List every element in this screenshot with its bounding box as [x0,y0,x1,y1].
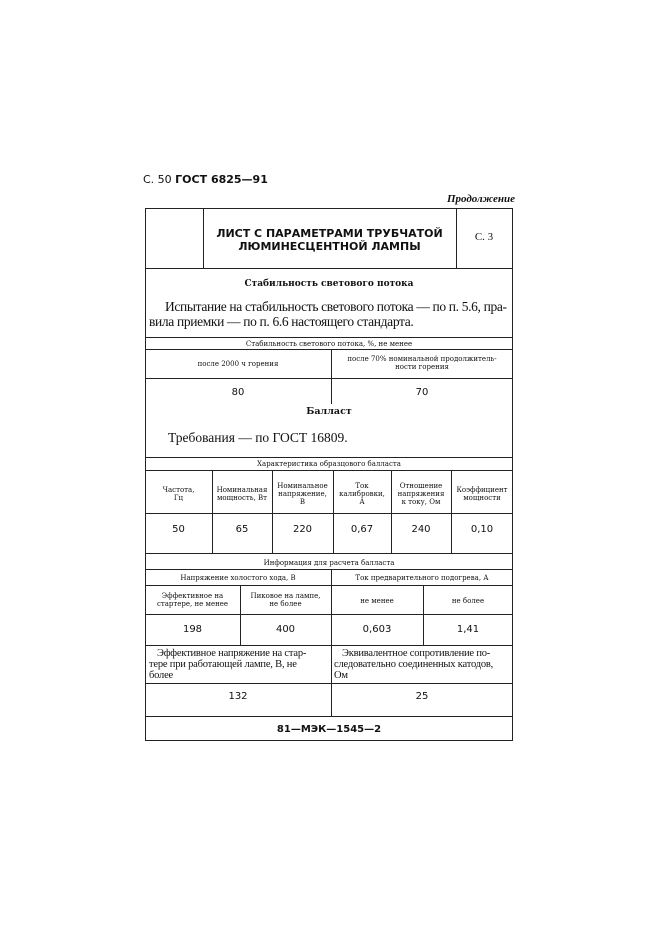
paragraph-line: Испытание на стабильность светового пото… [165,299,507,314]
table-cell: 65 [235,524,249,535]
title-line: ЛИСТ С ПАРАМЕТРАМИ ТРУБЧАТОЙ [216,227,443,240]
stability-paragraph: Испытание на стабильность светового пото… [149,299,511,329]
table-cell: 1,41 [456,624,480,635]
group-header: Напряжение холостого хода, В [180,574,296,582]
table-cell: 132 [228,691,248,702]
table-cell: 80 [231,387,245,398]
table-cell: 220 [292,524,313,535]
table-cell: 70 [415,387,429,398]
column-header: Пиковое на лампе, не более [250,592,321,608]
group-header: Ток предварительного подогрева, А [355,574,489,582]
column-header: Номинальная мощность, Вт [216,486,268,502]
column-divider [451,470,452,553]
column-divider [272,470,273,553]
cathode-resistance-label: Эквивалентное сопротивление по-следовате… [334,648,494,681]
table-cell: 25 [415,691,429,702]
table-cell: 198 [182,624,203,635]
column-header: Ток калибровки, А [339,482,385,506]
column-header: после 70% номинальной продолжитель-ности… [347,355,497,371]
sheet-title: ЛИСТ С ПАРАМЕТРАМИ ТРУБЧАТОЙ ЛЮМИНЕСЦЕНТН… [203,227,456,253]
table-title: Информация для расчета балласта [263,559,395,567]
title-line: ЛЮМИНЕСЦЕНТНОЙ ЛАМПЫ [238,240,421,253]
section-heading: Стабильность светового потока [244,279,414,289]
table-title: Характеристика образцового балласта [257,460,401,468]
section-heading: Балласт [306,406,352,417]
column-header: Отношение напряжения к току, Ом [397,482,445,506]
sheet-number: С. 3 [474,231,494,243]
table-cell: 0,67 [350,524,374,535]
continuation-label: Продолжение [446,193,515,205]
table-cell: 400 [275,624,296,635]
document-code: 81—МЭК—1545—2 [276,724,382,735]
table-cell: 0,603 [362,624,392,635]
column-divider [333,470,334,553]
paragraph-line: вила приемки — по п. 6.6 настоящего стан… [149,314,414,329]
table-title: Стабильность светового потока, %, не мен… [245,340,413,348]
column-header: не более [451,597,485,605]
table-cell: 50 [172,524,185,535]
starter-voltage-label: Эффективное напряжение на стар-тере при … [149,648,307,681]
column-header: после 2000 ч горения [197,360,279,368]
column-header: Частота, Гц [162,486,195,502]
column-header: не менее [360,597,394,605]
column-header: Коэффициент мощности [456,486,508,502]
requirements-text: Требования — по ГОСТ 16809. [168,430,348,445]
standard-number: ГОСТ 6825—91 [175,173,268,186]
column-divider [212,470,213,553]
table-cell: 0,10 [470,524,494,535]
column-header: Номинальное напряжение, В [277,482,328,506]
column-header: Эффективное на стартере, не менее [156,592,229,608]
running-header: С. 50 ГОСТ 6825—91 [143,173,268,186]
page-label: С. 50 [143,173,172,186]
column-divider [391,470,392,553]
table-cell: 240 [411,524,431,535]
